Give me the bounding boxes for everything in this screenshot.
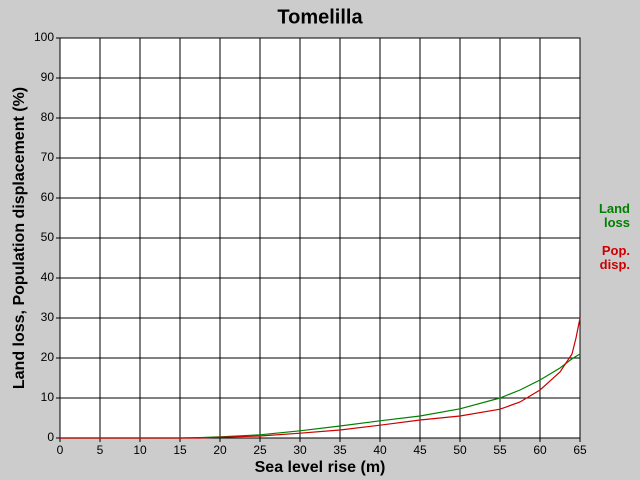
y-tick-label: 90 <box>41 70 55 84</box>
x-tick-label: 10 <box>133 443 147 457</box>
y-tick-label: 30 <box>41 310 55 324</box>
x-tick-label: 40 <box>373 443 387 457</box>
y-tick-label: 100 <box>34 30 54 44</box>
x-tick-label: 20 <box>213 443 227 457</box>
x-tick-label: 5 <box>97 443 104 457</box>
legend-entry: Pop. disp. <box>599 243 630 272</box>
y-axis-label: Land loss, Population displacement (%) <box>11 87 28 389</box>
y-tick-label: 50 <box>41 230 55 244</box>
legend-entry: Land loss <box>598 201 630 230</box>
x-tick-label: 50 <box>453 443 467 457</box>
x-tick-label: 25 <box>253 443 267 457</box>
x-tick-label: 0 <box>57 443 64 457</box>
y-tick-label: 20 <box>41 350 55 364</box>
x-tick-label: 60 <box>533 443 547 457</box>
plot-border <box>59 37 581 439</box>
y-tick-label: 40 <box>41 270 55 284</box>
x-tick-label: 35 <box>333 443 347 457</box>
x-tick-label: 30 <box>293 443 307 457</box>
x-tick-label: 55 <box>493 443 507 457</box>
data-line <box>60 317 581 439</box>
y-tick-label: 70 <box>41 150 55 164</box>
x-tick-label: 15 <box>173 443 187 457</box>
chart-title: Tomelilla <box>277 6 363 28</box>
y-tick-label: 80 <box>41 110 55 124</box>
x-axis-label: Sea level rise (m) <box>255 459 386 476</box>
y-tick-label: 60 <box>41 190 55 204</box>
x-tick-label: 45 <box>413 443 427 457</box>
y-tick-label: 10 <box>41 390 55 404</box>
x-tick-label: 65 <box>573 443 587 457</box>
y-tick-label: 0 <box>47 430 54 444</box>
